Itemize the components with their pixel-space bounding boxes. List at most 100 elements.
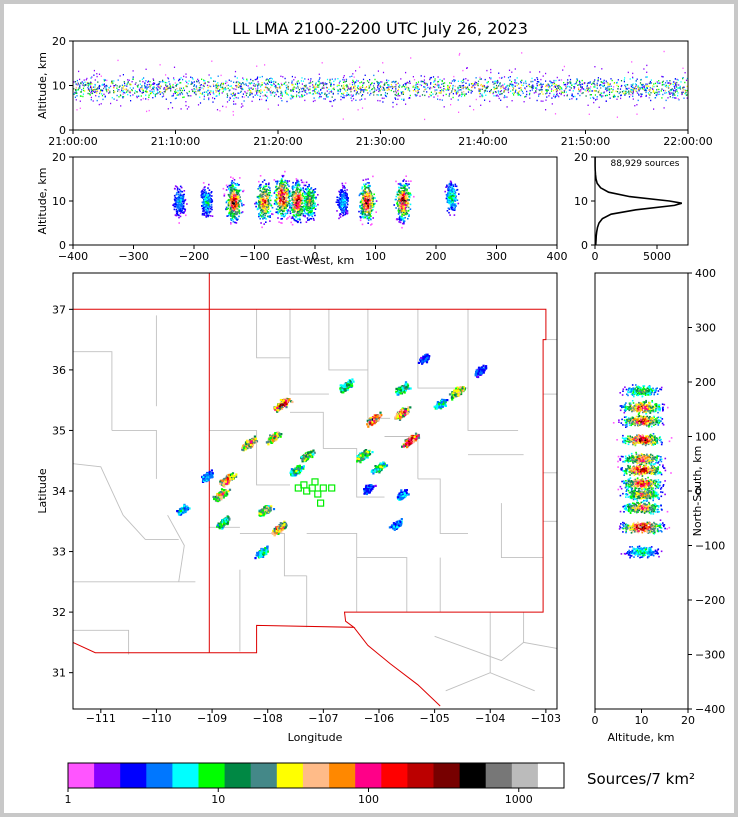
time-height-source [596, 84, 598, 86]
time-height-source [203, 82, 205, 85]
time-height-source [220, 74, 222, 77]
time-height-source [86, 81, 88, 84]
ew-height-source [204, 205, 207, 207]
time-height-source [280, 92, 282, 95]
time-height-source [111, 80, 113, 82]
time-height-source [193, 81, 195, 83]
time-height-source [292, 84, 294, 86]
time-height-source [175, 85, 177, 87]
ew-height-source [275, 208, 278, 210]
ew-height-source [272, 213, 274, 216]
ew-height-source [180, 208, 183, 211]
time-height-source [493, 95, 495, 97]
time-height-source [554, 85, 556, 87]
time-height-source [199, 102, 202, 104]
time-height-source [249, 94, 251, 96]
time-height-source [539, 84, 541, 86]
time-height-source [289, 97, 291, 100]
time-height-source [303, 85, 305, 87]
ew-height-source [176, 204, 179, 206]
ew-height-source [342, 194, 345, 196]
time-height-source [339, 90, 341, 92]
time-height-source [403, 91, 405, 94]
ew-height-source [288, 195, 291, 197]
time-height-source [490, 78, 492, 80]
ew-height-source [233, 197, 235, 200]
time-height-source [158, 81, 160, 83]
time-height-source [458, 111, 460, 113]
time-height-source [209, 93, 211, 96]
ew-height-source [341, 195, 343, 198]
time-height-source [185, 85, 187, 88]
ew-height-source [375, 211, 377, 213]
ew-height-source [299, 221, 302, 224]
time-height-source [267, 89, 269, 91]
time-height-source [468, 89, 470, 91]
ew-height-source [232, 184, 234, 187]
time-height-source [317, 84, 319, 87]
time-height-source [174, 82, 176, 84]
ew-height-source [285, 182, 288, 185]
time-height-source [435, 92, 438, 94]
time-height-source [503, 76, 506, 78]
ew-height-source [307, 199, 309, 202]
time-height-source [220, 84, 222, 86]
ew-height-source [262, 203, 264, 205]
ew-height-source [206, 207, 209, 210]
ew-height-source [303, 208, 306, 211]
ew-height-source [182, 199, 184, 201]
time-height-source [525, 95, 527, 98]
time-height-source [356, 87, 359, 89]
time-height-source [414, 87, 416, 89]
time-height-source [233, 88, 235, 90]
ew-height-source [278, 195, 281, 197]
time-height-source [496, 94, 498, 96]
time-height-source [655, 91, 657, 94]
ew-height-source [345, 209, 348, 212]
time-height-source [153, 90, 155, 92]
time-height-source [624, 77, 626, 79]
ew-height-source [281, 198, 284, 201]
ew-height-source [230, 205, 233, 208]
time-height-source [667, 87, 670, 89]
time-height-source [558, 87, 560, 89]
ew-height-source [264, 207, 266, 209]
time-height-source [393, 90, 395, 93]
ew-height-source [236, 207, 239, 210]
time-height-source [682, 90, 684, 92]
time-height-source [232, 114, 234, 116]
ew-height-source [174, 206, 177, 208]
time-height-source [343, 95, 345, 97]
time-height-source [290, 94, 292, 96]
time-height-source [150, 84, 152, 86]
time-height-source [566, 95, 568, 97]
time-height-source [399, 84, 401, 87]
ew-height-source [338, 202, 341, 205]
time-height-source [441, 83, 443, 85]
time-height-source [449, 85, 451, 87]
ew-height-source [298, 191, 301, 193]
time-height-x-tick-label: 21:40:00 [458, 135, 507, 148]
ew-height-source [182, 205, 185, 207]
time-height-source [222, 83, 224, 85]
ew-height-source [258, 197, 260, 200]
time-height-source [373, 82, 375, 85]
time-height-source [665, 82, 667, 84]
time-height-source [670, 92, 672, 94]
time-height-source [259, 76, 261, 78]
ew-height-source [259, 184, 261, 187]
time-height-source [405, 71, 407, 74]
ew-height-source [178, 188, 181, 191]
ew-height-source [201, 201, 204, 204]
time-height-source [520, 80, 522, 83]
ew-height-source [298, 193, 301, 195]
time-height-source [546, 96, 548, 98]
time-height-source [115, 84, 117, 86]
time-height-source [257, 81, 259, 83]
ew-height-source [263, 185, 265, 188]
ew-height-source [289, 192, 292, 195]
time-height-source [507, 89, 509, 92]
time-height-source [676, 78, 678, 81]
time-height-source [216, 85, 218, 87]
time-height-source [97, 87, 99, 89]
